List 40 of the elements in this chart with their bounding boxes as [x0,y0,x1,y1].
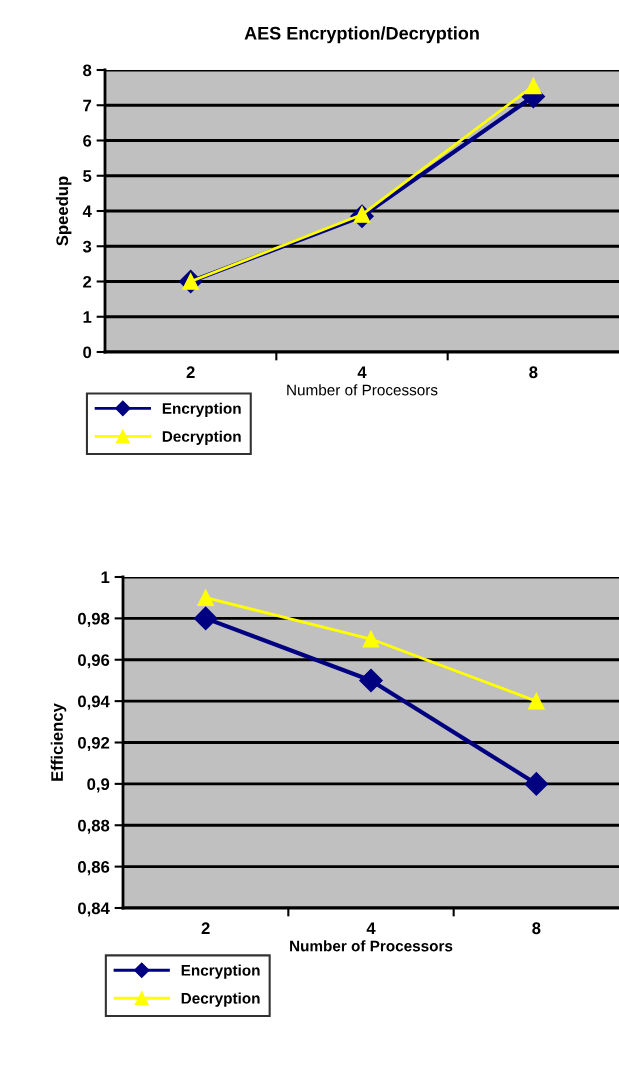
y-tick-label: 1 [83,311,92,323]
y-tick-label: 0,94 [78,695,110,710]
y-tick-label: 6 [83,134,92,147]
x-axis-title: Number of Processors [287,384,438,396]
y-tick-label: 0,98 [78,612,110,627]
y-tick-label: 4 [82,205,92,218]
x-tick-label: 4 [366,922,376,934]
legend-label: Encryption [181,964,260,979]
point [524,77,542,95]
y-tick-label: 0,9 [87,778,110,793]
legend-label: Decryption [162,430,241,445]
y-tick-label: 0,84 [78,902,110,917]
x-tick-label: 8 [529,366,538,379]
point [193,606,218,631]
y-tick-label: 3 [82,240,92,253]
y-tick-label: 0,88 [78,819,110,834]
x-tick-label: 2 [186,366,195,378]
point [527,692,545,710]
point [524,772,549,796]
y-tick-label: 5 [83,170,92,182]
x-tick-label: 2 [201,922,210,934]
y-tick-label: 8 [83,64,92,77]
point [197,589,215,607]
point [362,630,380,648]
y-tick-label: 2 [83,275,92,288]
y-axis-title: Speedup [55,176,72,246]
x-tick-label: 8 [532,922,541,935]
y-tick-label: 0,96 [78,654,110,669]
y-tick-label: 7 [83,99,92,112]
x-axis-title: Number of Processors [290,940,453,952]
y-tick-label: 0,92 [78,736,110,752]
legend-label: Decryption [181,992,260,1007]
y-axis-title: Efficiency [50,703,67,781]
point [359,668,383,693]
y-tick-label: 1 [101,571,110,584]
chart-title: AES Encryption/Decryption [244,26,479,44]
legend-label: Encryption [162,402,241,417]
x-tick-label: 4 [357,366,367,378]
y-tick-label: 0 [83,346,92,359]
y-tick-label: 0,86 [78,861,110,876]
